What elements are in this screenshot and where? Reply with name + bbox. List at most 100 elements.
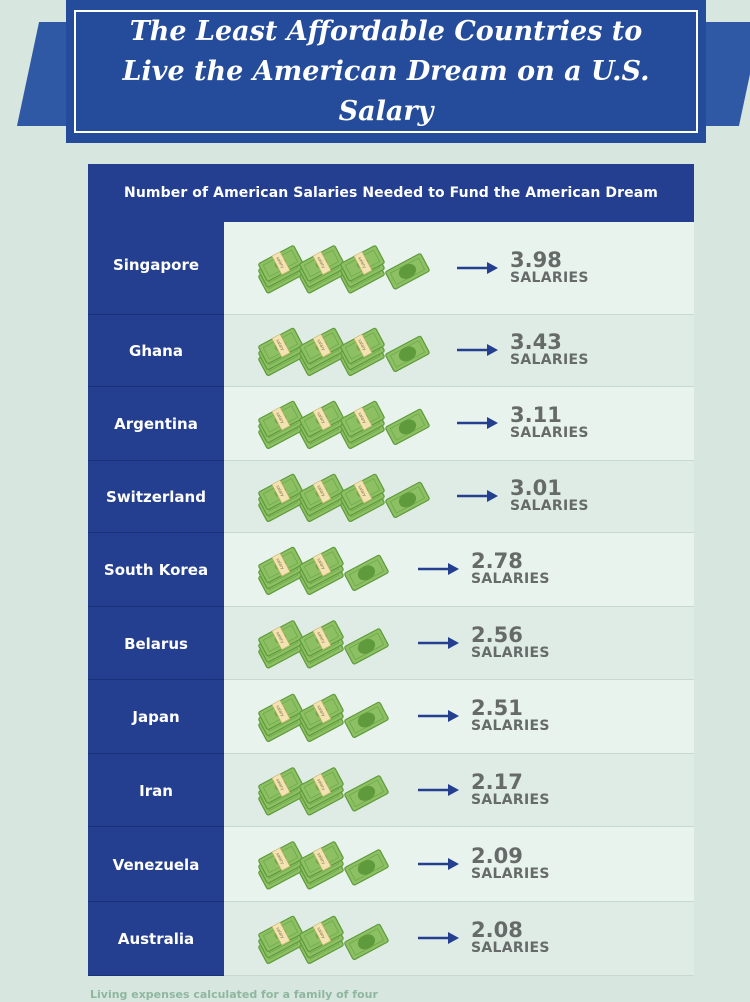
bill-stack-mark: salary bbox=[258, 767, 303, 816]
row-divider-left bbox=[88, 901, 224, 902]
svg-text:salary: salary bbox=[316, 557, 326, 571]
bill-stack-mark: salary bbox=[299, 327, 344, 376]
bill-stack-mark: salary bbox=[299, 693, 344, 742]
salary-value: 2.78 bbox=[471, 549, 523, 573]
salary-cell: salary salary 2.08 SALARIES bbox=[224, 902, 694, 976]
bill-stack-mark: salary bbox=[258, 546, 303, 595]
arrow-right-icon bbox=[418, 563, 459, 575]
svg-text:salary: salary bbox=[275, 852, 285, 866]
salary-cell: salary salary 2.51 SALARIES bbox=[224, 680, 694, 754]
row-divider bbox=[88, 386, 694, 387]
salary-unit: SALARIES bbox=[471, 571, 550, 587]
row-divider bbox=[88, 679, 694, 680]
table-row: Belarus salary salary 2.56 SALARIES bbox=[88, 607, 694, 680]
table-row: Iran salary salary 2.17 SALARIES bbox=[88, 754, 694, 827]
money-stack-icon: salary salary salary bbox=[258, 400, 430, 449]
salary-cell: salary salary 2.78 SALARIES bbox=[224, 533, 694, 607]
salary-unit: SALARIES bbox=[510, 425, 589, 441]
salary-unit: SALARIES bbox=[471, 940, 550, 956]
svg-text:salary: salary bbox=[357, 411, 367, 425]
svg-text:salary: salary bbox=[316, 778, 326, 792]
bill-stack-mark: salary bbox=[258, 473, 303, 522]
bill-stack-mark: salary bbox=[340, 473, 385, 522]
title-banner: The Least Affordable Countries to Live t… bbox=[66, 0, 706, 143]
row-divider-left bbox=[88, 753, 224, 754]
salary-unit: SALARIES bbox=[471, 791, 550, 808]
svg-text:salary: salary bbox=[357, 338, 367, 352]
bill-stack-mark: salary bbox=[340, 400, 385, 449]
svg-text:salary: salary bbox=[316, 852, 326, 866]
salary-value: 3.98 bbox=[510, 247, 562, 272]
country-name: Iran bbox=[88, 754, 224, 827]
table-row: Venezuela salary salary 2.09 SALARIES bbox=[88, 827, 694, 902]
salary-value: 2.09 bbox=[471, 843, 523, 868]
table-row: Switzerland salary salary salary 3.01 SALARIE… bbox=[88, 461, 694, 533]
money-stack-icon: salary salary bbox=[258, 620, 389, 669]
footnote: Living expenses calculated for a family … bbox=[90, 988, 378, 1001]
svg-text:salary: salary bbox=[275, 557, 285, 571]
salary-unit: SALARIES bbox=[510, 498, 589, 514]
salary-unit: SALARIES bbox=[510, 352, 589, 368]
salary-unit: SALARIES bbox=[510, 269, 589, 286]
money-stack-icon: salary salary bbox=[258, 693, 389, 742]
svg-text:salary: salary bbox=[316, 411, 326, 425]
bill-stack-mark: salary bbox=[299, 546, 344, 595]
salary-value: 3.43 bbox=[510, 330, 562, 354]
salary-value: 2.17 bbox=[471, 769, 523, 794]
svg-text:salary: salary bbox=[275, 411, 285, 425]
salary-cell: salary salary salary 3.11 SALARIES bbox=[224, 387, 694, 461]
svg-text:salary: salary bbox=[357, 484, 367, 498]
row-divider bbox=[88, 460, 694, 461]
bill-partial-mark bbox=[385, 335, 430, 372]
row-divider-left bbox=[88, 460, 224, 461]
arrow-right-icon bbox=[418, 636, 459, 649]
bill-partial-mark bbox=[344, 628, 389, 665]
arrow-right-icon bbox=[418, 857, 459, 870]
bill-stack-mark: salary bbox=[299, 245, 344, 294]
salary-unit: SALARIES bbox=[471, 718, 550, 734]
salary-value: 3.01 bbox=[510, 476, 562, 500]
money-stack-icon: salary salary salary bbox=[258, 327, 430, 376]
salary-cell: salary salary 2.17 SALARIES bbox=[224, 754, 694, 827]
bill-partial-mark bbox=[344, 554, 389, 591]
bill-stack-mark: salary bbox=[258, 915, 303, 964]
row-divider bbox=[88, 753, 694, 754]
salary-cell: salary salary 2.56 SALARIES bbox=[224, 607, 694, 680]
row-divider bbox=[88, 826, 694, 827]
row-divider-left bbox=[88, 532, 224, 533]
row-divider bbox=[88, 975, 694, 976]
country-name: South Korea bbox=[88, 533, 224, 607]
salary-unit: SALARIES bbox=[471, 644, 550, 661]
svg-text:salary: salary bbox=[275, 484, 285, 498]
bill-stack-mark: salary bbox=[299, 767, 344, 816]
row-divider bbox=[88, 606, 694, 607]
svg-text:salary: salary bbox=[316, 704, 326, 718]
table-row: Australia salary salary 2.08 SALARIES bbox=[88, 902, 694, 976]
svg-text:salary: salary bbox=[316, 338, 326, 352]
svg-text:salary: salary bbox=[275, 778, 285, 792]
country-name: Argentina bbox=[88, 387, 224, 461]
bill-stack-mark: salary bbox=[340, 245, 385, 294]
svg-text:salary: salary bbox=[316, 484, 326, 498]
row-divider-left bbox=[88, 826, 224, 827]
salary-value: 2.08 bbox=[471, 918, 523, 942]
table-row: South Korea salary salary 2.78 SALARIES bbox=[88, 533, 694, 607]
table-row: Singapore salary salary salary 3.98 SALARIES bbox=[88, 222, 694, 315]
bill-partial-mark bbox=[344, 923, 389, 960]
arrow-right-icon bbox=[418, 932, 459, 944]
salary-table: Number of American Salaries Needed to Fu… bbox=[88, 164, 694, 976]
svg-text:salary: salary bbox=[316, 926, 326, 940]
svg-text:salary: salary bbox=[316, 631, 326, 645]
bill-partial-mark bbox=[385, 408, 430, 445]
country-name: Ghana bbox=[88, 315, 224, 387]
country-name: Japan bbox=[88, 680, 224, 754]
bill-stack-mark: salary bbox=[299, 473, 344, 522]
row-divider-left bbox=[88, 679, 224, 680]
country-name: Singapore bbox=[88, 222, 224, 315]
table-heading: Number of American Salaries Needed to Fu… bbox=[88, 164, 694, 222]
row-divider bbox=[88, 532, 694, 533]
bill-stack-mark: salary bbox=[299, 841, 344, 890]
title-frame: The Least Affordable Countries to Live t… bbox=[74, 10, 698, 133]
bill-partial-mark bbox=[385, 253, 430, 290]
bill-stack-mark: salary bbox=[258, 245, 303, 294]
